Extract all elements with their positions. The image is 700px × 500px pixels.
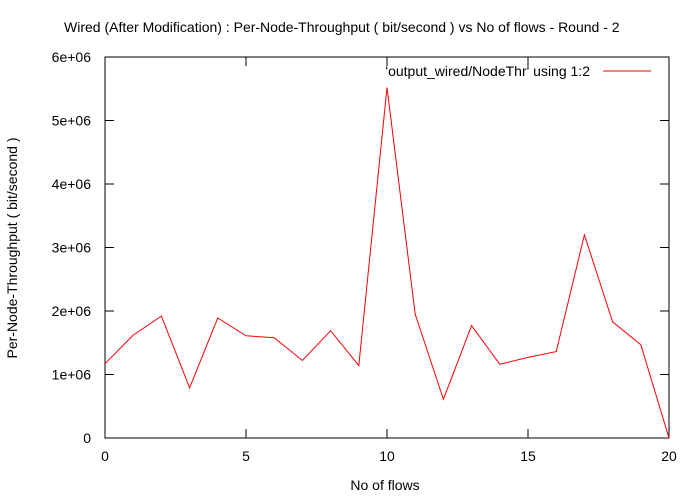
x-tick-label: 10 (379, 448, 395, 464)
y-tick-label: 6e+06 (52, 49, 92, 65)
y-tick-label: 4e+06 (52, 176, 92, 192)
axis-tick-labels: 0 5 10 15 20 0 1e+06 2e+06 3e+06 4e+06 5e+06 6e+06 (52, 49, 677, 464)
axis-ticks (104, 56, 670, 439)
y-tick-label: 2e+06 (52, 303, 92, 319)
plot-frame (104, 56, 670, 439)
x-tick-label: 0 (101, 448, 109, 464)
y-axis-label: Per-Node-Throughput ( bit/second ) (4, 138, 20, 359)
x-tick-label: 20 (661, 448, 677, 464)
series-line (104, 87, 670, 439)
y-tick-label: 5e+06 (52, 113, 92, 129)
legend-label: 'output_wired/NodeThr' using 1:2 (385, 63, 590, 79)
y-tick-label: 0 (83, 430, 91, 446)
chart-title: Wired (After Modification) : Per-Node-Th… (64, 19, 620, 35)
y-tick-label: 3e+06 (52, 240, 92, 256)
series-layer (104, 87, 670, 439)
x-tick-label: 15 (520, 448, 536, 464)
legend: 'output_wired/NodeThr' using 1:2 (385, 63, 651, 79)
x-axis-label: No of flows (350, 477, 419, 493)
y-tick-label: 1e+06 (52, 367, 92, 383)
x-tick-label: 5 (242, 448, 250, 464)
